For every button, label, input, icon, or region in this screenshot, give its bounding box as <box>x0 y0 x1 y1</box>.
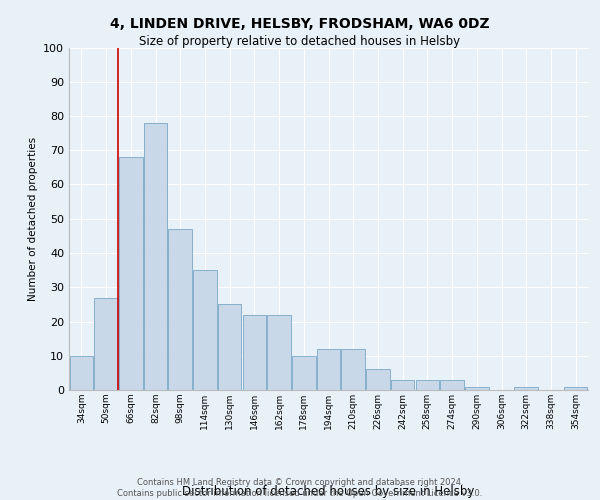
Bar <box>193 270 217 390</box>
X-axis label: Distribution of detached houses by size in Helsby: Distribution of detached houses by size … <box>182 484 475 498</box>
Bar <box>317 349 340 390</box>
Y-axis label: Number of detached properties: Number of detached properties <box>28 136 38 301</box>
Bar <box>440 380 464 390</box>
Bar <box>70 356 93 390</box>
Bar <box>169 229 192 390</box>
Bar <box>268 314 291 390</box>
Bar <box>119 157 143 390</box>
Bar <box>514 386 538 390</box>
Bar <box>341 349 365 390</box>
Text: Contains HM Land Registry data © Crown copyright and database right 2024.
Contai: Contains HM Land Registry data © Crown c… <box>118 478 482 498</box>
Bar <box>292 356 316 390</box>
Bar <box>94 298 118 390</box>
Text: 4, LINDEN DRIVE, HELSBY, FRODSHAM, WA6 0DZ: 4, LINDEN DRIVE, HELSBY, FRODSHAM, WA6 0… <box>110 18 490 32</box>
Bar <box>144 123 167 390</box>
Bar <box>391 380 415 390</box>
Bar <box>366 370 389 390</box>
Bar <box>218 304 241 390</box>
Bar <box>564 386 587 390</box>
Text: Size of property relative to detached houses in Helsby: Size of property relative to detached ho… <box>139 35 461 48</box>
Bar <box>465 386 488 390</box>
Bar <box>242 314 266 390</box>
Bar <box>416 380 439 390</box>
